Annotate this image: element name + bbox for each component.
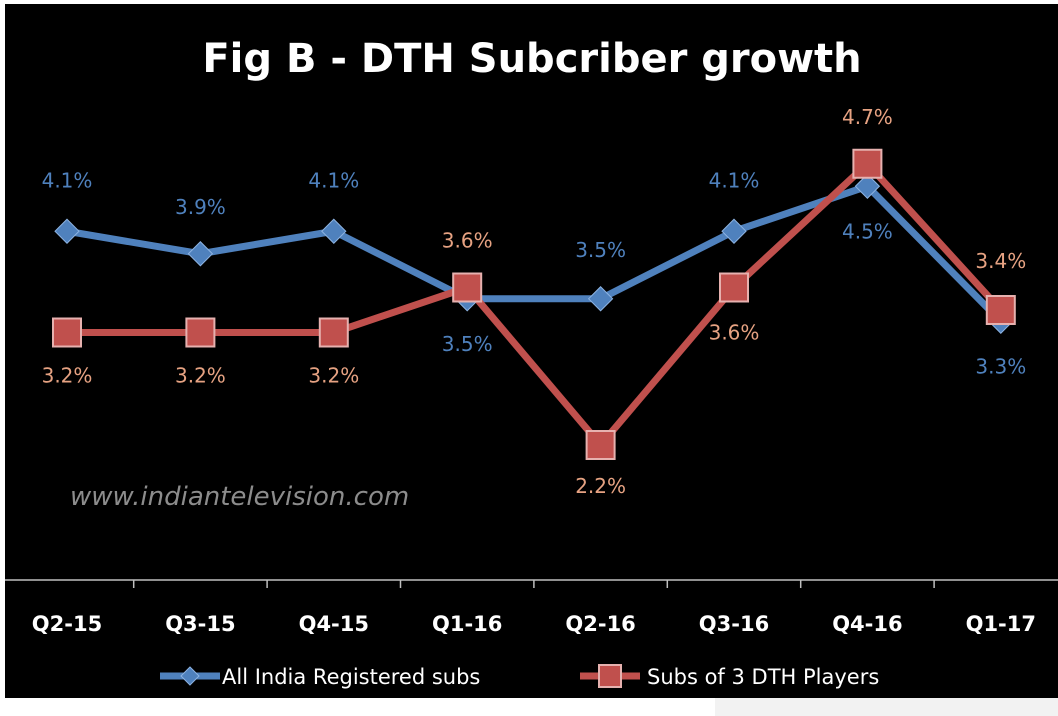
- x-axis-label: Q1-17: [966, 612, 1036, 636]
- legend-marker-diamond: [180, 666, 200, 686]
- legend-label-1: All India Registered subs: [222, 665, 480, 689]
- series2-data-label: 3.2%: [175, 364, 226, 388]
- x-axis-label: Q2-16: [565, 612, 635, 636]
- series2-point-marker: [985, 295, 1016, 325]
- series2-data-label: 3.6%: [709, 321, 760, 345]
- series1-data-label: 3.5%: [442, 332, 493, 356]
- series1-data-label: 3.5%: [575, 238, 626, 262]
- series1-data-label: 4.1%: [42, 168, 93, 192]
- x-axis-label: Q3-15: [165, 612, 235, 636]
- series2-point-marker: [185, 317, 216, 348]
- series2-data-label: 3.4%: [975, 249, 1026, 273]
- series2-point-marker: [585, 430, 616, 460]
- series2-point-marker: [852, 148, 883, 179]
- series2-point-marker: [719, 272, 749, 303]
- legend-label-2: Subs of 3 DTH Players: [647, 665, 879, 689]
- series1-point-marker: [187, 241, 214, 267]
- x-axis-label: Q3-16: [699, 612, 769, 636]
- chart-background: [5, 4, 1058, 698]
- legend-marker-square: [598, 664, 622, 688]
- series-line-1: [63, 182, 1005, 325]
- series1-data-label: 3.9%: [175, 195, 226, 219]
- x-axis-labels: Q2-15 Q3-15 Q4-15 Q1-16 Q2-16 Q3-16 Q4-16 Q1-17: [32, 612, 1036, 636]
- series1-point-marker: [854, 173, 881, 199]
- x-axis-ticks: [132, 580, 935, 588]
- series2-data-label: 3.2%: [42, 364, 93, 388]
- series2-data-label: 2.2%: [575, 474, 626, 498]
- legend: All India Registered subs Subs of 3 DTH P…: [160, 664, 879, 689]
- x-axis-label: Q2-15: [32, 612, 102, 636]
- data-labels: 4.1% 3.9% 4.1% 3.5% 3.5% 4.1% 4.5% 3.3% 3.2% 3.2%…: [42, 105, 1027, 498]
- chart-title: Fig B - DTH Subcriber growth: [202, 36, 861, 82]
- series1-point-marker: [54, 218, 80, 244]
- series2-data-label: 3.6%: [442, 229, 493, 253]
- series1-point-marker: [721, 218, 747, 244]
- corner-panel: [715, 698, 1058, 716]
- series-line-2: [63, 160, 1005, 449]
- watermark-text: www.indiantelevision.com: [70, 482, 409, 512]
- series2-point-marker: [452, 272, 483, 303]
- x-axis-label: Q4-16: [832, 612, 902, 636]
- series1-data-label: 4.1%: [308, 168, 359, 192]
- x-axis-label: Q4-15: [299, 612, 369, 636]
- series1-point-marker: [321, 218, 347, 244]
- series1-data-label: 4.5%: [842, 219, 893, 243]
- series2-data-label: 4.7%: [842, 105, 893, 129]
- series2-point-marker: [52, 317, 82, 348]
- series1-point-marker: [587, 286, 614, 312]
- x-axis-label: Q1-16: [432, 612, 502, 636]
- series2-data-label: 3.2%: [308, 364, 359, 388]
- series1-data-label: 3.3%: [975, 354, 1026, 378]
- series-markers: [52, 148, 1016, 460]
- series1-data-label: 4.1%: [709, 168, 760, 192]
- series2-point-marker: [318, 317, 349, 348]
- series-lines: [63, 160, 1005, 449]
